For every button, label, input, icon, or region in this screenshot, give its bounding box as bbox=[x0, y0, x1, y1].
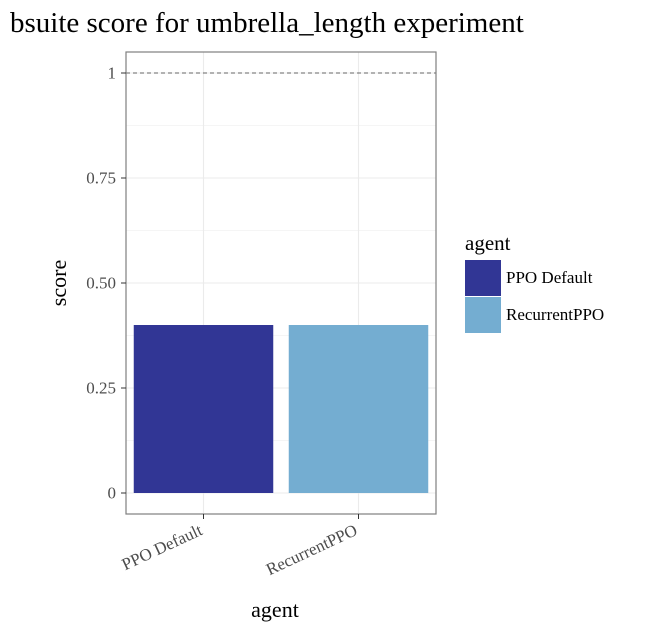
x-tick-label: PPO Default bbox=[119, 520, 206, 574]
legend-items: PPO Default RecurrentPPO bbox=[465, 260, 604, 333]
y-tick-label: 0.50 bbox=[86, 274, 116, 293]
legend-title: agent bbox=[465, 231, 511, 255]
x-tick-label: RecurrentPPO bbox=[263, 520, 360, 579]
y-tick-label: 1 bbox=[108, 64, 117, 83]
legend: agent PPO Default RecurrentPPO bbox=[465, 231, 604, 333]
y-tick-label: 0.75 bbox=[86, 169, 116, 188]
chart-title: bsuite score for umbrella_length experim… bbox=[10, 7, 524, 39]
y-axis-ticks: 0 0.25 0.50 0.75 1 bbox=[86, 64, 126, 503]
bar bbox=[133, 325, 274, 493]
y-axis-title: score bbox=[46, 260, 71, 306]
legend-label: PPO Default bbox=[506, 268, 593, 287]
legend-swatch bbox=[465, 260, 501, 296]
bar bbox=[288, 325, 429, 493]
legend-swatch bbox=[465, 297, 501, 333]
x-axis-title: agent bbox=[251, 597, 299, 622]
legend-label: RecurrentPPO bbox=[506, 305, 604, 324]
y-tick-label: 0 bbox=[108, 484, 117, 503]
x-axis-ticks: PPO Default RecurrentPPO bbox=[119, 514, 360, 579]
y-tick-label: 0.25 bbox=[86, 379, 116, 398]
bars bbox=[133, 325, 429, 493]
